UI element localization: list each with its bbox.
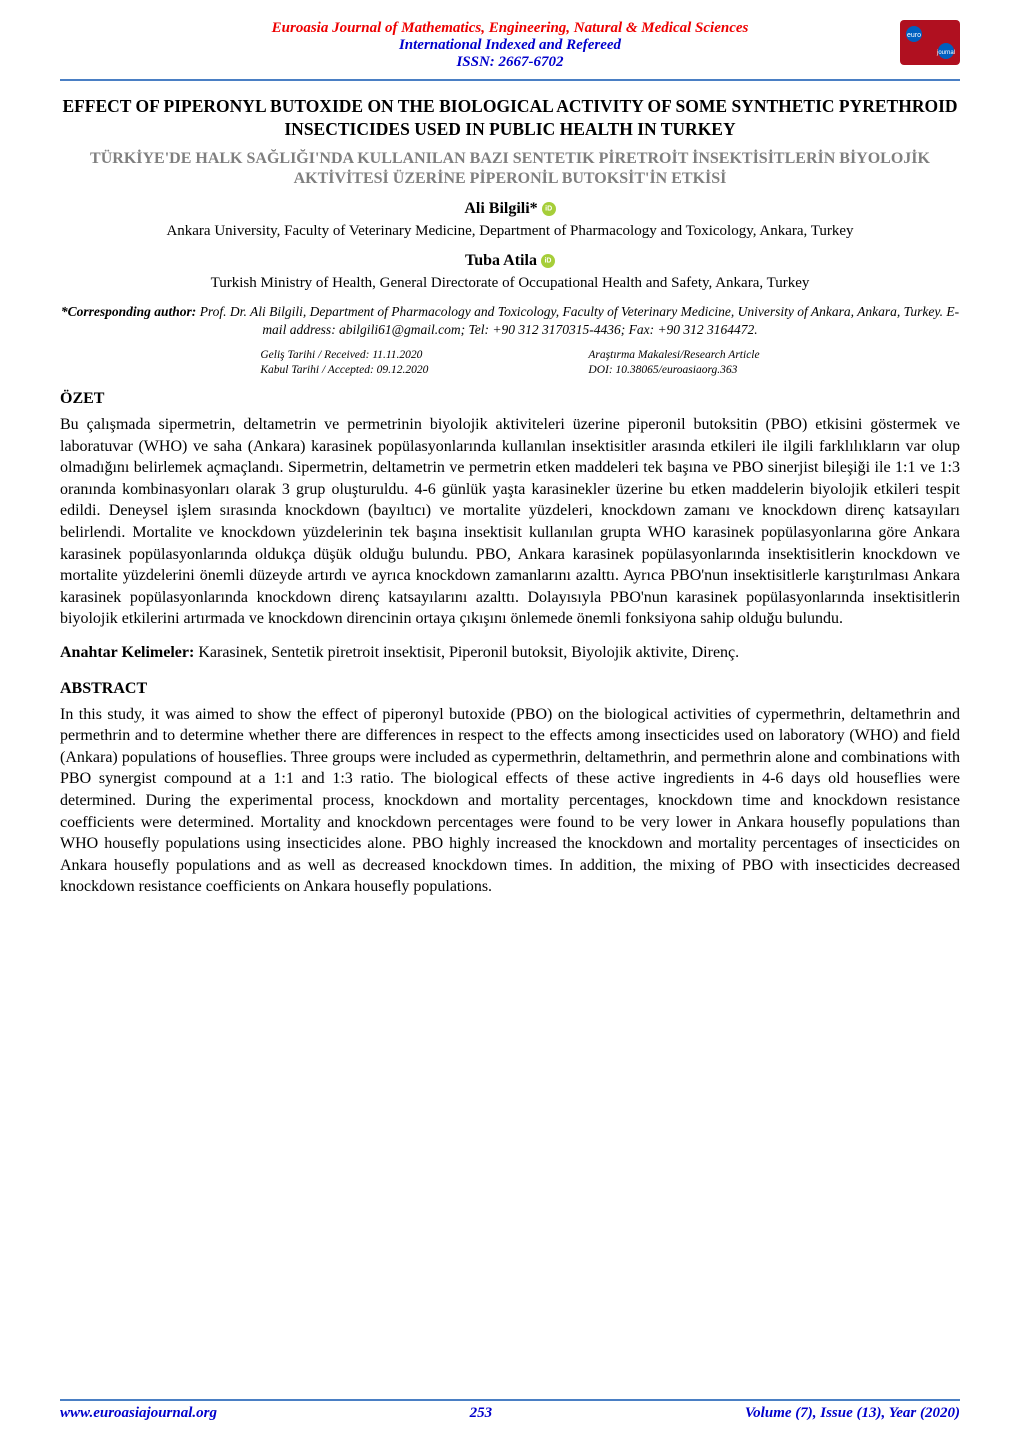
ozet-title: ÖZET: [60, 390, 960, 408]
author-2-name: Tuba Atila: [465, 252, 537, 269]
footer-page: 253: [470, 1405, 493, 1422]
ozet-keywords-label: Anahtar Kelimeler:: [60, 644, 194, 661]
journal-name: Euroasia Journal of Mathematics, Enginee…: [60, 20, 960, 37]
svg-text:journal: journal: [936, 50, 955, 56]
author-2: Tuba Atila: [60, 252, 960, 270]
issn: ISSN: 2667-6702: [60, 54, 960, 71]
journal-subtitle: International Indexed and Refereed: [60, 37, 960, 54]
corresponding-text: Prof. Dr. Ali Bilgili, Department of Pha…: [196, 304, 959, 337]
dates-left: Geliş Tarihi / Received: 11.11.2020 Kabu…: [260, 348, 428, 378]
received-date: Geliş Tarihi / Received: 11.11.2020: [260, 348, 428, 363]
article-title-en: EFFECT OF PIPERONYL BUTOXIDE ON THE BIOL…: [60, 95, 960, 141]
journal-logo-icon: euro journal: [900, 20, 960, 65]
abstract-title: ABSTRACT: [60, 680, 960, 698]
header-divider: [60, 79, 960, 81]
orcid-icon[interactable]: [542, 202, 556, 216]
journal-header: Euroasia Journal of Mathematics, Enginee…: [60, 20, 960, 71]
author-1: Ali Bilgili*: [60, 200, 960, 218]
corresponding-author: *Corresponding author: Prof. Dr. Ali Bil…: [60, 303, 960, 338]
ozet-keywords-text: Karasinek, Sentetik piretroit insektisit…: [194, 644, 739, 661]
accepted-date: Kabul Tarihi / Accepted: 09.12.2020: [260, 363, 428, 378]
dates-row: Geliş Tarihi / Received: 11.11.2020 Kabu…: [60, 348, 960, 378]
svg-text:euro: euro: [907, 32, 921, 39]
ozet-body: Bu çalışmada sipermetrin, deltametrin ve…: [60, 414, 960, 630]
orcid-icon[interactable]: [541, 254, 555, 268]
article-type: Araştırma Makalesi/Research Article: [588, 348, 759, 363]
page-footer: www.euroasiajournal.org 253 Volume (7), …: [60, 1399, 960, 1422]
footer-issue: Volume (7), Issue (13), Year (2020): [745, 1405, 960, 1422]
dates-right: Araştırma Makalesi/Research Article DOI:…: [588, 348, 759, 378]
footer-row: www.euroasiajournal.org 253 Volume (7), …: [60, 1405, 960, 1422]
author-1-name: Ali Bilgili*: [464, 200, 537, 217]
ozet-keywords: Anahtar Kelimeler: Karasinek, Sentetik p…: [60, 642, 960, 664]
footer-url[interactable]: www.euroasiajournal.org: [60, 1405, 217, 1422]
corresponding-label: *Corresponding author:: [61, 304, 196, 319]
abstract-body: In this study, it was aimed to show the …: [60, 704, 960, 898]
author-1-affiliation: Ankara University, Faculty of Veterinary…: [60, 222, 960, 242]
author-2-affiliation: Turkish Ministry of Health, General Dire…: [60, 274, 960, 294]
doi: DOI: 10.38065/euroasiaorg.363: [588, 363, 759, 378]
article-title-tr: TÜRKİYE'DE HALK SAĞLIĞI'NDA KULLANILAN B…: [60, 149, 960, 191]
footer-divider: [60, 1399, 960, 1401]
